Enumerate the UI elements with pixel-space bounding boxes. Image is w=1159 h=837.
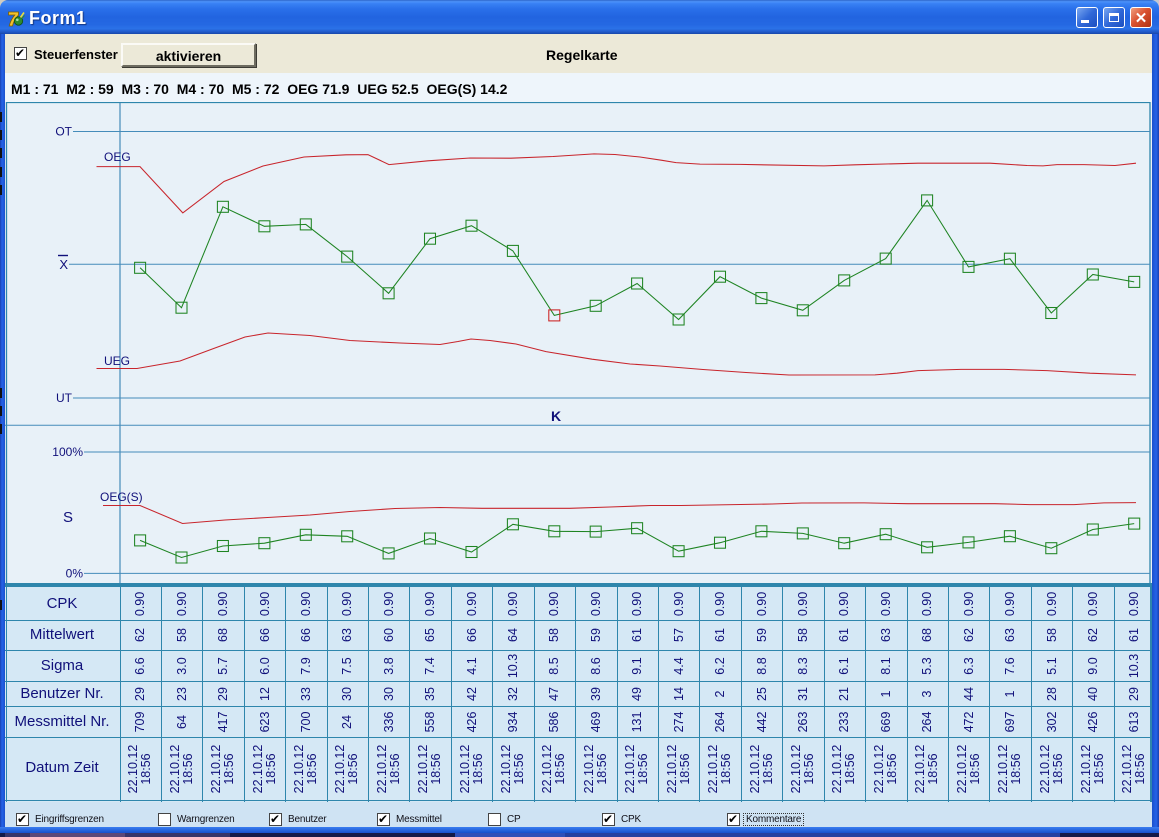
svg-text:S: S — [63, 509, 73, 526]
svg-text:100%: 100% — [52, 445, 83, 459]
svg-text:OEG: OEG — [104, 150, 131, 164]
svg-text:X: X — [59, 257, 68, 272]
svg-text:OT: OT — [55, 125, 72, 139]
svg-text:0%: 0% — [66, 566, 84, 580]
svg-text:UEG: UEG — [104, 354, 130, 368]
svg-text:OEG(S): OEG(S) — [100, 490, 143, 504]
svg-text:K: K — [551, 408, 561, 424]
svg-text:UT: UT — [56, 391, 73, 405]
